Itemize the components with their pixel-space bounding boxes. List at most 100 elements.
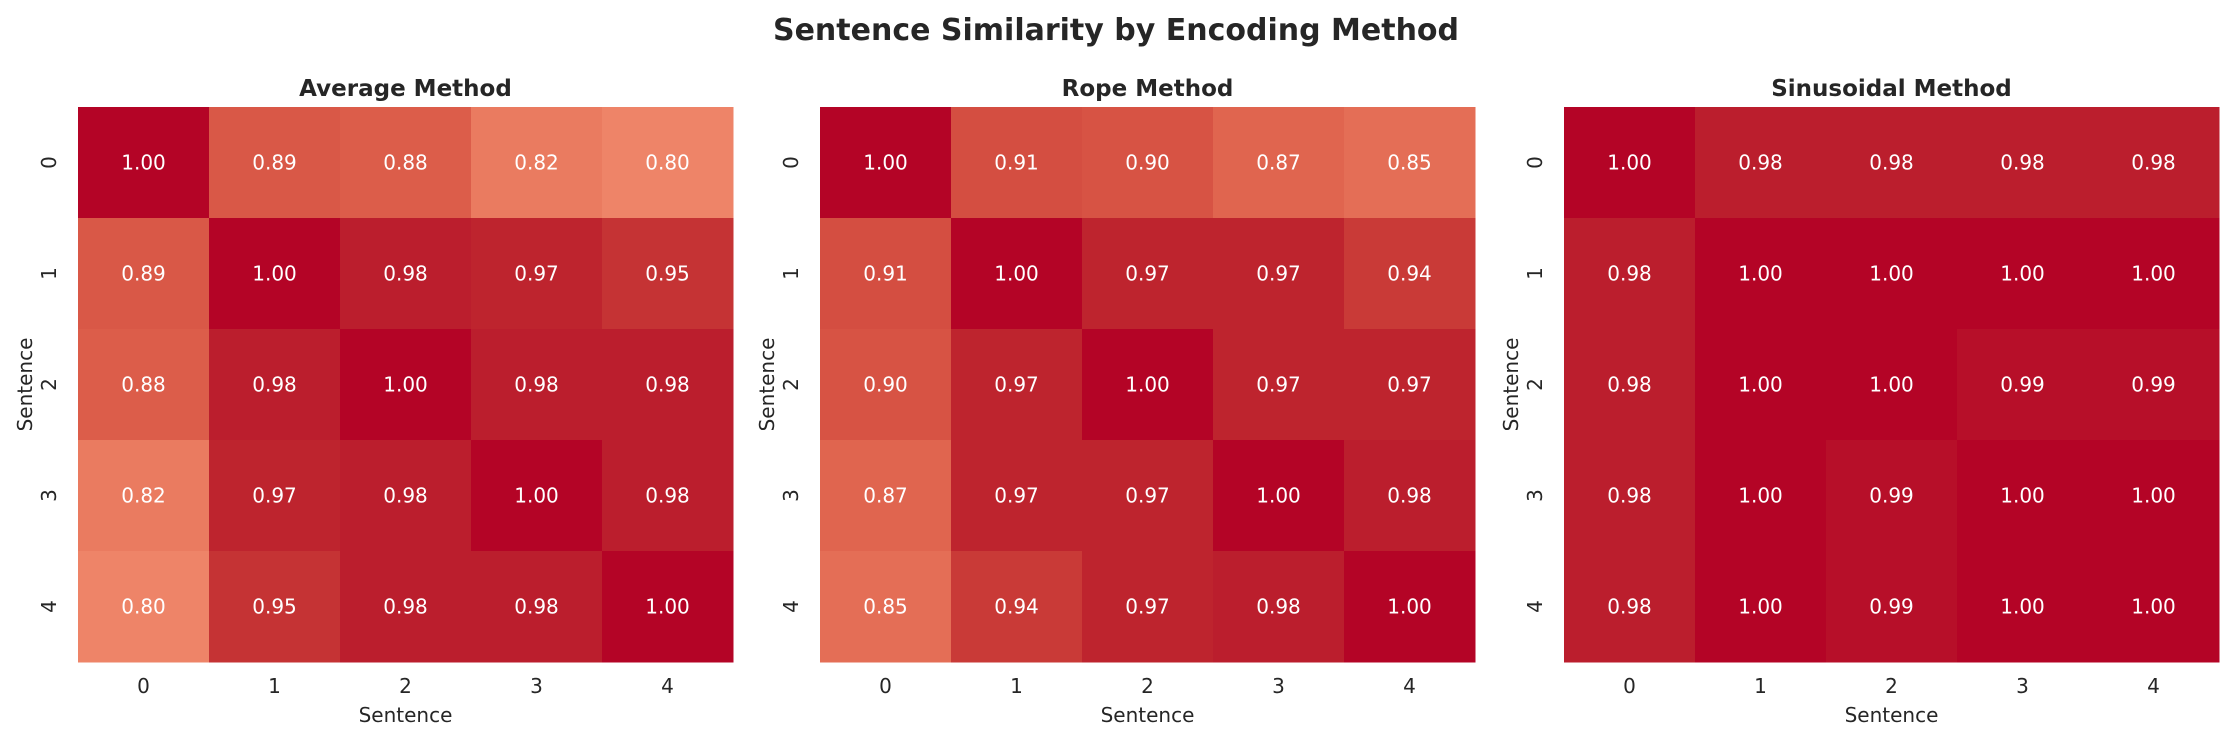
cell-label: 1.00 — [1256, 484, 1301, 508]
y-axis-label: Sentence — [755, 338, 779, 432]
x-tick-label: 1 — [1010, 674, 1023, 698]
x-tick-label: 3 — [2016, 674, 2029, 698]
cell-label: 1.00 — [2000, 595, 2045, 619]
heatmap-cell — [1344, 329, 1476, 441]
cell-label: 0.97 — [1125, 262, 1170, 286]
x-axis-label: Sentence — [359, 703, 453, 727]
cell-label: 0.94 — [1387, 262, 1432, 286]
cell-label: 0.88 — [121, 373, 166, 397]
cell-label: 1.00 — [121, 151, 166, 175]
heatmap-cell — [471, 218, 603, 330]
cell-label: 0.97 — [514, 262, 559, 286]
cell-label: 0.97 — [994, 484, 1039, 508]
cell-label: 0.87 — [1256, 151, 1301, 175]
x-tick-label: 4 — [2147, 674, 2160, 698]
y-tick-label: 1 — [779, 267, 803, 280]
heatmap-cell — [1564, 218, 1696, 330]
heatmap-cell — [602, 218, 734, 330]
cell-label: 1.00 — [994, 262, 1039, 286]
cell-label: 1.00 — [1607, 151, 1652, 175]
heatmap-cell — [602, 440, 734, 552]
y-tick-label: 4 — [37, 600, 61, 613]
x-tick-label: 3 — [1272, 674, 1285, 698]
cell-label: 0.98 — [1607, 373, 1652, 397]
heatmap-cell — [1695, 551, 1827, 663]
heatmap-cell — [471, 440, 603, 552]
x-tick-label: 0 — [137, 674, 150, 698]
heatmap-cell — [1695, 329, 1827, 441]
heatmap-cell — [209, 218, 341, 330]
cell-label: 0.80 — [645, 151, 690, 175]
cell-label: 0.98 — [252, 373, 297, 397]
cell-label: 0.98 — [383, 262, 428, 286]
x-tick-label: 1 — [268, 674, 281, 698]
heatmap-cell — [78, 107, 210, 219]
heatmap-cell — [1082, 218, 1214, 330]
heatmap-cell — [1826, 218, 1958, 330]
cell-label: 0.97 — [252, 484, 297, 508]
cell-label: 1.00 — [1869, 373, 1914, 397]
heatmap-cell — [1213, 551, 1345, 663]
cell-label: 0.98 — [514, 373, 559, 397]
heatmap-cell — [78, 551, 210, 663]
cell-label: 0.98 — [1387, 484, 1432, 508]
y-tick-label: 4 — [779, 600, 803, 613]
cell-label: 0.85 — [1387, 151, 1432, 175]
heatmap-cell — [1344, 218, 1476, 330]
cell-label: 0.95 — [252, 595, 297, 619]
heatmap-cell — [820, 218, 952, 330]
x-axis-label: Sentence — [1101, 703, 1195, 727]
panel-title: Sinusoidal Method — [1771, 76, 2012, 102]
y-tick-label: 3 — [37, 489, 61, 502]
y-axis-label: Sentence — [1499, 338, 1523, 432]
cell-label: 0.97 — [1125, 484, 1170, 508]
cell-label: 0.98 — [383, 595, 428, 619]
y-tick-label: 3 — [779, 489, 803, 502]
cell-label: 0.98 — [514, 595, 559, 619]
heatmap-cell — [1957, 329, 2089, 441]
heatmap-cell — [340, 440, 472, 552]
heatmap-cell — [1344, 107, 1476, 219]
cell-label: 0.97 — [1387, 373, 1432, 397]
cell-label: 0.98 — [1256, 595, 1301, 619]
panel-title: Rope Method — [1062, 76, 1234, 102]
heatmap-cell — [2088, 551, 2220, 663]
y-tick-label: 1 — [37, 267, 61, 280]
heatmap-cell — [1564, 440, 1696, 552]
y-tick-label: 2 — [1523, 378, 1547, 391]
x-tick-label: 2 — [1141, 674, 1154, 698]
y-tick-label: 3 — [1523, 489, 1547, 502]
heatmap-cell — [340, 329, 472, 441]
heatmap-cell — [1213, 329, 1345, 441]
cell-label: 1.00 — [2131, 262, 2176, 286]
cell-label: 1.00 — [1387, 595, 1432, 619]
heatmap-cell — [602, 329, 734, 441]
cell-label: 1.00 — [2000, 484, 2045, 508]
heatmap-cell — [1826, 551, 1958, 663]
cell-label: 0.98 — [1607, 484, 1652, 508]
heatmap-cell — [1957, 551, 2089, 663]
y-tick-label: 0 — [37, 156, 61, 169]
heatmap-cell — [1082, 440, 1214, 552]
cell-label: 0.87 — [863, 484, 908, 508]
y-tick-label: 1 — [1523, 267, 1547, 280]
heatmap-cell — [78, 329, 210, 441]
heatmap-cell — [1344, 440, 1476, 552]
cell-label: 0.89 — [121, 262, 166, 286]
y-tick-label: 4 — [1523, 600, 1547, 613]
y-tick-label: 2 — [37, 378, 61, 391]
cell-label: 1.00 — [2131, 595, 2176, 619]
cell-label: 0.99 — [1869, 595, 1914, 619]
cell-label: 0.98 — [1607, 595, 1652, 619]
heatmap-cell — [1213, 440, 1345, 552]
heatmap-cell — [1082, 329, 1214, 441]
cell-label: 0.98 — [383, 484, 428, 508]
cell-label: 0.98 — [645, 484, 690, 508]
heatmap-cell — [602, 107, 734, 219]
heatmap-cell — [1957, 440, 2089, 552]
y-tick-label: 0 — [779, 156, 803, 169]
y-axis-label: Sentence — [13, 338, 37, 432]
heatmap-cell — [471, 107, 603, 219]
heatmap-cell — [471, 329, 603, 441]
